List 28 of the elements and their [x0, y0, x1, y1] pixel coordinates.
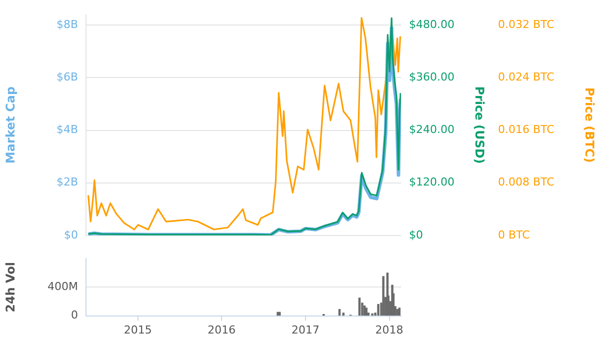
- y2-axis-title: Price (USD): [472, 86, 487, 164]
- y2-tick-label: $480.00: [409, 18, 454, 31]
- y2-tick-label: $360.00: [409, 70, 454, 84]
- y-tick-label: $0: [64, 228, 78, 242]
- y-tick-label: 0: [71, 308, 78, 322]
- y3-tick-label: 0.024 BTC: [498, 70, 555, 84]
- y3-tick-label: 0 BTC: [498, 228, 530, 242]
- x-tick-label: 2015: [124, 323, 152, 336]
- y3-axis-title: Price (BTC): [582, 87, 597, 163]
- y-axis-title: 24h Vol: [3, 262, 18, 312]
- y2-tick-label: $240.00: [409, 123, 454, 136]
- bar: [382, 276, 384, 316]
- y2-tick-label: $0: [409, 228, 423, 242]
- y-axis-title: Market Cap: [3, 86, 18, 164]
- bar: [371, 313, 374, 316]
- y-tick-label: $2B: [56, 176, 78, 189]
- bar: [377, 304, 380, 316]
- x-tick-label: 2016: [208, 323, 236, 336]
- y-tick-label: $4B: [56, 123, 78, 136]
- y-tick-label: $8B: [56, 18, 78, 31]
- x-tick-label: 2018: [375, 323, 404, 336]
- y3-tick-label: 0.032 BTC: [498, 18, 555, 31]
- y2-tick-label: $120.00: [409, 176, 454, 189]
- y3-tick-label: 0.008 BTC: [498, 176, 555, 189]
- y-tick-label: 400M: [48, 280, 78, 294]
- y-tick-label: $6B: [56, 70, 78, 84]
- x-tick-label: 2017: [292, 323, 320, 336]
- y3-tick-label: 0.016 BTC: [498, 123, 555, 136]
